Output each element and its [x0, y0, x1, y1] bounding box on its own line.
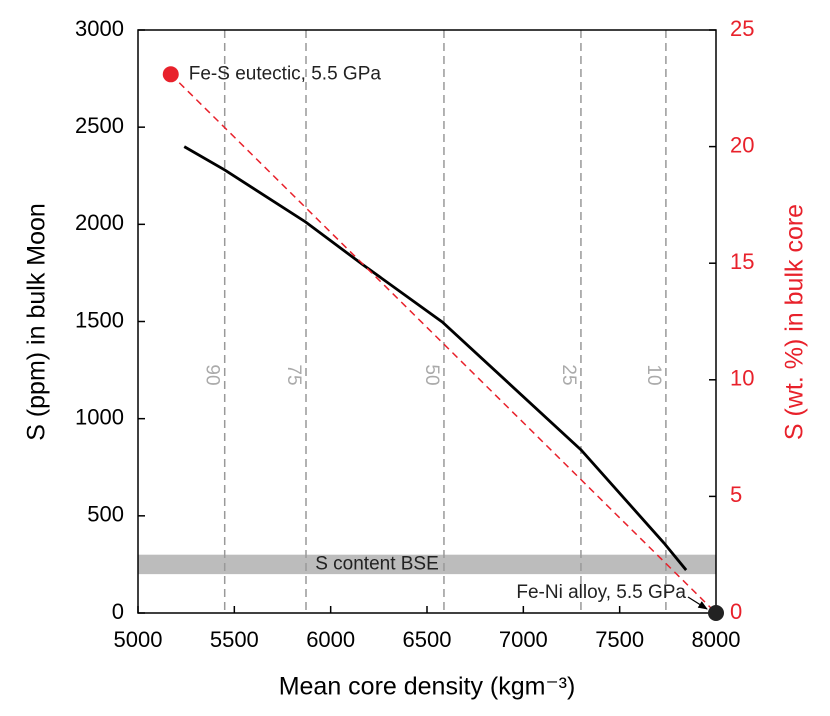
point-arrow	[687, 596, 708, 610]
x-tick-label: 7000	[499, 627, 548, 652]
y-tick-label: 1000	[75, 404, 124, 429]
y2-tick-label: 15	[730, 249, 754, 274]
y-tick-label: 500	[87, 502, 124, 527]
point-label: Fe-Ni alloy, 5.5 GPa	[516, 582, 686, 603]
y2-tick-label: 0	[730, 599, 742, 624]
band	[138, 554, 716, 575]
point	[708, 605, 724, 621]
y2-tick-label: 25	[730, 16, 754, 41]
y-tick-label: 1500	[75, 307, 124, 332]
y-tick-label: 2000	[75, 210, 124, 235]
reference-label: 50	[421, 364, 442, 385]
point	[162, 66, 179, 83]
x-axis-label: Mean core density (kgm⁻³)	[279, 673, 576, 701]
reference-label: 75	[283, 364, 304, 385]
reference-label: 10	[643, 364, 664, 385]
y2-axis-label: S (wt. %) in bulk core	[781, 204, 809, 440]
series-line	[183, 145, 688, 571]
x-tick-label: 6500	[403, 627, 452, 652]
point-label: Fe-S eutectic, 5.5 GPa	[189, 63, 382, 84]
y-tick-label: 3000	[75, 16, 124, 41]
x-tick-label: 6000	[306, 627, 355, 652]
y2-tick-label: 5	[730, 482, 742, 507]
y-tick-label: 2500	[75, 113, 124, 138]
y-tick-label: 0	[112, 599, 124, 624]
x-tick-label: 5500	[210, 627, 259, 652]
series-line	[170, 73, 717, 614]
x-tick-label: 7500	[595, 627, 644, 652]
x-tick-label: 8000	[692, 627, 741, 652]
reference-label: 25	[558, 364, 579, 385]
reference-label: 90	[202, 364, 223, 385]
y2-tick-label: 10	[730, 366, 754, 391]
band-label: S content BSE	[315, 553, 439, 574]
y2-tick-label: 20	[730, 132, 754, 157]
y-axis-label: S (ppm) in bulk Moon	[23, 203, 51, 441]
x-tick-label: 5000	[114, 627, 163, 652]
